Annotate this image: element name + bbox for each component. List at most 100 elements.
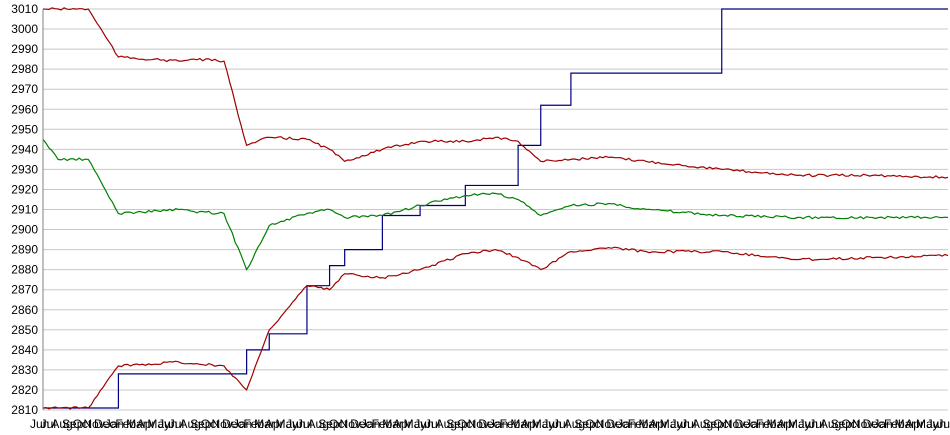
x-tick-label: Jun bbox=[542, 417, 561, 431]
x-tick-label: Jul bbox=[425, 417, 440, 431]
x-tick-label: Mar bbox=[767, 417, 788, 431]
x-tick-label: Oct bbox=[713, 417, 732, 431]
x-tick-label: Jul bbox=[41, 417, 56, 431]
x-tick-label: Jan bbox=[617, 417, 636, 431]
series-line-1 bbox=[43, 8, 948, 409]
x-tick-label: Jun bbox=[799, 417, 818, 431]
x-tick-label: Nov bbox=[211, 417, 232, 431]
x-tick-label: Nov bbox=[340, 417, 361, 431]
x-tick-label: Apr bbox=[777, 417, 796, 431]
y-tick-label: 2820 bbox=[11, 383, 38, 397]
x-tick-label: Jan bbox=[489, 417, 508, 431]
x-tick-label: Jun bbox=[927, 417, 946, 431]
y-tick-label: 2900 bbox=[11, 223, 38, 237]
x-tick-label: Feb bbox=[628, 417, 649, 431]
y-tick-label: 3000 bbox=[11, 22, 38, 36]
x-tick-label: Oct bbox=[841, 417, 860, 431]
series-lines bbox=[42, 7, 949, 410]
x-tick-label: Aug bbox=[564, 417, 585, 431]
x-tick-label: May bbox=[916, 417, 939, 431]
x-tick-label: May bbox=[660, 417, 683, 431]
x-tick-label: Jul bbox=[809, 417, 824, 431]
x-tick-label: Feb bbox=[884, 417, 905, 431]
x-tick-label: Aug bbox=[179, 417, 200, 431]
x-tick-label: Dec bbox=[94, 417, 115, 431]
x-tick-label: Aug bbox=[51, 417, 72, 431]
x-tick-label: Apr bbox=[137, 417, 156, 431]
x-tick-label: Jun bbox=[414, 417, 433, 431]
x-tick-label: Sep bbox=[831, 417, 853, 431]
y-tick-label: 2850 bbox=[11, 323, 38, 337]
x-tick-label: Dec bbox=[735, 417, 756, 431]
x-tick-label: Aug bbox=[308, 417, 329, 431]
y-tick-label: 2840 bbox=[11, 343, 38, 357]
y-tick-label: 2880 bbox=[11, 263, 38, 277]
x-tick-label: Apr bbox=[649, 417, 668, 431]
x-tick-label: Dec bbox=[606, 417, 627, 431]
series-line-2 bbox=[42, 7, 949, 179]
x-tick-label: Jun bbox=[158, 417, 177, 431]
x-tick-label: Aug bbox=[692, 417, 713, 431]
x-tick-label: Mar bbox=[382, 417, 403, 431]
x-tick-label: Nov bbox=[596, 417, 617, 431]
y-tick-label: 2980 bbox=[11, 62, 38, 76]
x-tick-label: Mar bbox=[126, 417, 147, 431]
y-tick-label: 2970 bbox=[11, 82, 38, 96]
x-tick-label: Jun bbox=[670, 417, 689, 431]
x-tick-label: Feb bbox=[756, 417, 777, 431]
x-tick-label: Aug bbox=[820, 417, 841, 431]
x-tick-label: Apr bbox=[905, 417, 924, 431]
x-tick-label: Jan bbox=[105, 417, 124, 431]
series-line-3 bbox=[42, 138, 949, 271]
x-tick-label: Mar bbox=[254, 417, 275, 431]
x-tick-label: Dec bbox=[350, 417, 371, 431]
x-tick-label: Jul bbox=[297, 417, 312, 431]
x-tick-label: Nov bbox=[724, 417, 745, 431]
x-tick-label: May bbox=[147, 417, 170, 431]
x-tick-label: Oct bbox=[201, 417, 220, 431]
x-tick-label: Sep bbox=[62, 417, 84, 431]
x-tick-label: Jun bbox=[30, 417, 49, 431]
y-tick-label: 2890 bbox=[11, 243, 38, 257]
x-tick-label: Nov bbox=[468, 417, 489, 431]
gridlines bbox=[43, 8, 948, 411]
y-axis-tick-labels: 2810 2820 2830 2840 2850 2860 2870 2880 2890 2900… bbox=[11, 2, 38, 417]
x-tick-label: May bbox=[276, 417, 299, 431]
x-tick-label: Jul bbox=[553, 417, 568, 431]
x-tick-label: Mar bbox=[895, 417, 916, 431]
x-tick-label: Jan bbox=[873, 417, 892, 431]
x-tick-label: Jul bbox=[169, 417, 184, 431]
x-axis-tick-labels: JunJulAugSepOctNovDecJanFebMarAprMayJunJ… bbox=[30, 417, 950, 431]
y-tick-label: 2910 bbox=[11, 203, 38, 217]
x-tick-label: Feb bbox=[243, 417, 264, 431]
y-tick-label: 2930 bbox=[11, 162, 38, 176]
x-tick-label: Jan bbox=[233, 417, 252, 431]
x-tick-label: Feb bbox=[500, 417, 521, 431]
x-tick-label: Mar bbox=[638, 417, 659, 431]
y-tick-label: 2950 bbox=[11, 122, 38, 136]
x-tick-label: Apr bbox=[521, 417, 540, 431]
y-tick-label: 2830 bbox=[11, 363, 38, 377]
x-tick-label: Apr bbox=[393, 417, 412, 431]
y-tick-label: 3010 bbox=[11, 2, 38, 16]
x-tick-label: Sep bbox=[190, 417, 212, 431]
x-tick-label: Jun bbox=[286, 417, 305, 431]
y-tick-label: 2810 bbox=[11, 403, 38, 417]
x-tick-label: May bbox=[404, 417, 427, 431]
x-tick-label: Oct bbox=[73, 417, 92, 431]
x-tick-label: Dec bbox=[863, 417, 884, 431]
x-tick-label: Sep bbox=[574, 417, 596, 431]
x-tick-label: Oct bbox=[457, 417, 476, 431]
y-tick-label: 2940 bbox=[11, 142, 38, 156]
x-tick-label: Aug bbox=[436, 417, 457, 431]
x-tick-label: Oct bbox=[585, 417, 604, 431]
x-tick-label: Dec bbox=[222, 417, 243, 431]
y-tick-label: 2920 bbox=[11, 182, 38, 196]
x-tick-label: Jul bbox=[681, 417, 696, 431]
x-tick-label: Jul bbox=[937, 417, 950, 431]
series-line-4 bbox=[42, 246, 949, 410]
y-tick-label: 2870 bbox=[11, 283, 38, 297]
x-tick-label: Feb bbox=[372, 417, 393, 431]
x-tick-label: Feb bbox=[115, 417, 136, 431]
